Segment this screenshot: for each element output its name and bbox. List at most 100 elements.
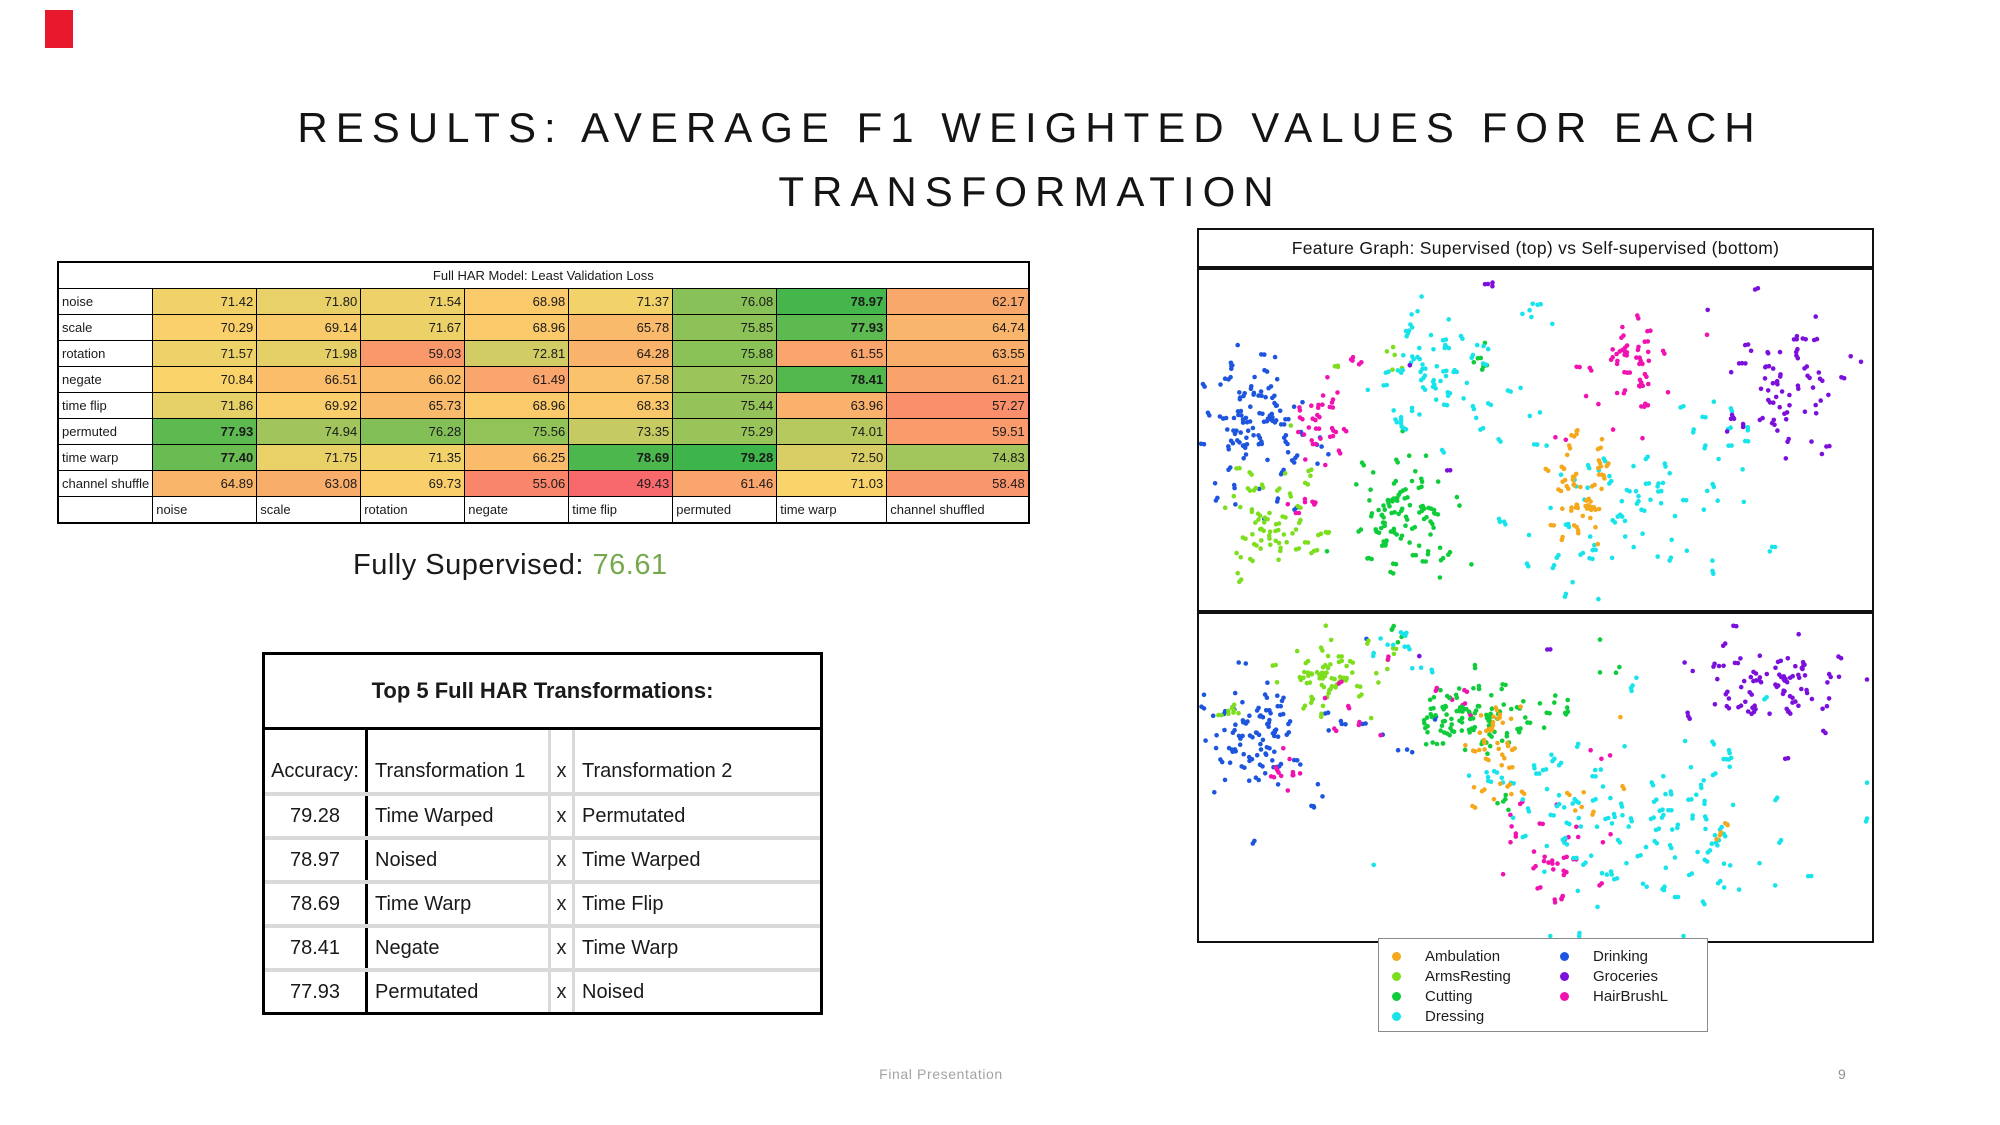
scatter-point <box>1324 549 1330 554</box>
scatter-point <box>1278 472 1284 477</box>
scatter-point <box>1773 682 1778 687</box>
scatter-point <box>1391 642 1396 648</box>
scatter-point <box>1212 481 1218 486</box>
legend-item: Dressing <box>1379 1006 1547 1026</box>
scatter-point <box>1552 700 1557 705</box>
scatter-point <box>1273 418 1279 423</box>
scatter-point <box>1240 443 1246 448</box>
scatter-point <box>1320 648 1325 653</box>
scatter-point <box>1431 705 1436 711</box>
scatter-point <box>1461 706 1467 712</box>
scatter-point <box>1343 678 1349 683</box>
heatmap-cell: 78.41 <box>776 365 888 393</box>
scatter-point <box>1740 467 1745 472</box>
scatter-point <box>1306 425 1312 430</box>
scatter-point <box>1276 521 1282 526</box>
legend-item: Groceries <box>1547 966 1668 986</box>
scatter-point <box>1237 465 1242 471</box>
scatter-point <box>1300 416 1305 422</box>
scatter-point <box>1540 821 1545 827</box>
scatter-point <box>1225 427 1230 432</box>
scatter-point <box>1285 788 1291 793</box>
heatmap-corner-cell <box>57 495 154 523</box>
scatter-point <box>1640 531 1645 536</box>
scatter-point <box>1527 720 1533 726</box>
scatter-point <box>1290 531 1295 536</box>
scatter-point <box>1622 534 1628 539</box>
scatter-point <box>1518 385 1523 391</box>
scatter-point <box>1365 387 1371 393</box>
scatter-point <box>1583 503 1588 509</box>
scatter-point <box>1276 557 1281 563</box>
scatter-point <box>1475 356 1481 361</box>
scatter-point <box>1438 687 1443 693</box>
scatter-point <box>1675 894 1681 900</box>
scatter-point <box>1373 527 1378 532</box>
scatter-point <box>1315 781 1321 787</box>
scatter-point <box>1398 414 1404 420</box>
scatter-point <box>1711 484 1717 490</box>
scatter-point <box>1504 733 1510 739</box>
scatter-point <box>1745 709 1751 714</box>
scatter-point <box>1443 337 1449 342</box>
scatter-point <box>1476 683 1482 689</box>
scatter-point <box>1741 678 1747 684</box>
scatter-point <box>1381 539 1386 544</box>
scatter-point <box>1425 730 1430 735</box>
scatter-point <box>1336 654 1341 659</box>
scatter-point <box>1800 666 1805 672</box>
heatmap-cell: 77.93 <box>152 417 258 445</box>
scatter-point <box>1382 543 1388 548</box>
scatter-point <box>1356 722 1362 728</box>
scatter-point <box>1612 520 1618 525</box>
scatter-point <box>1576 800 1581 806</box>
heatmap-cell: 69.14 <box>256 313 362 341</box>
scatter-point <box>1704 332 1710 338</box>
scatter-point <box>1819 451 1825 457</box>
scatter-point <box>1571 855 1576 861</box>
scatter-point <box>1569 432 1574 438</box>
scatter-point <box>1825 680 1830 685</box>
scatter-point <box>1531 763 1537 768</box>
scatter-point <box>1627 489 1632 494</box>
scatter-point <box>1491 797 1497 802</box>
scatter-point <box>1214 733 1219 738</box>
scatter-point <box>1357 684 1363 689</box>
scatter-point <box>1496 746 1501 752</box>
scatter-point <box>1332 676 1337 682</box>
scatter-point <box>1505 740 1510 746</box>
heatmap-title: Full HAR Model: Least Validation Loss <box>57 261 1030 289</box>
scatter-point <box>1231 482 1237 488</box>
scatter-point <box>1518 726 1523 731</box>
scatter-point <box>1241 393 1246 399</box>
scatter-point <box>1702 814 1708 819</box>
scatter-point <box>1609 872 1614 877</box>
heatmap-col-label-row: noise scale rotation negate time flip permute… <box>57 495 1030 523</box>
scatter-point <box>1207 413 1212 418</box>
scatter-point <box>1635 853 1640 859</box>
scatter-point <box>1277 408 1283 414</box>
scatter-point <box>1241 456 1246 461</box>
scatter-point <box>1793 663 1798 669</box>
scatter-point <box>1316 402 1321 408</box>
scatter-point <box>1732 660 1738 666</box>
scatter-point <box>1333 429 1339 435</box>
scatter-point <box>1395 747 1401 753</box>
scatter-point <box>1272 354 1278 360</box>
top5-x: x <box>551 840 575 880</box>
scatter-point <box>1252 838 1257 844</box>
heatmap-col-label: noise <box>152 495 258 523</box>
scatter-point <box>1614 361 1620 367</box>
scatter-point <box>1231 415 1237 421</box>
scatter-point <box>1446 552 1451 557</box>
scatter-point <box>1479 367 1485 372</box>
scatter-point <box>1418 665 1424 671</box>
scatter-point <box>1668 789 1673 794</box>
scatter-point <box>1503 792 1508 798</box>
scatter-point <box>1235 570 1240 576</box>
scatter-point <box>1566 521 1571 527</box>
scatter-point <box>1634 355 1639 360</box>
scatter-point <box>1418 377 1424 383</box>
slide-title: RESULTS: AVERAGE F1 WEIGHTED VALUES FOR … <box>220 96 1840 224</box>
scatter-point <box>1766 397 1771 403</box>
